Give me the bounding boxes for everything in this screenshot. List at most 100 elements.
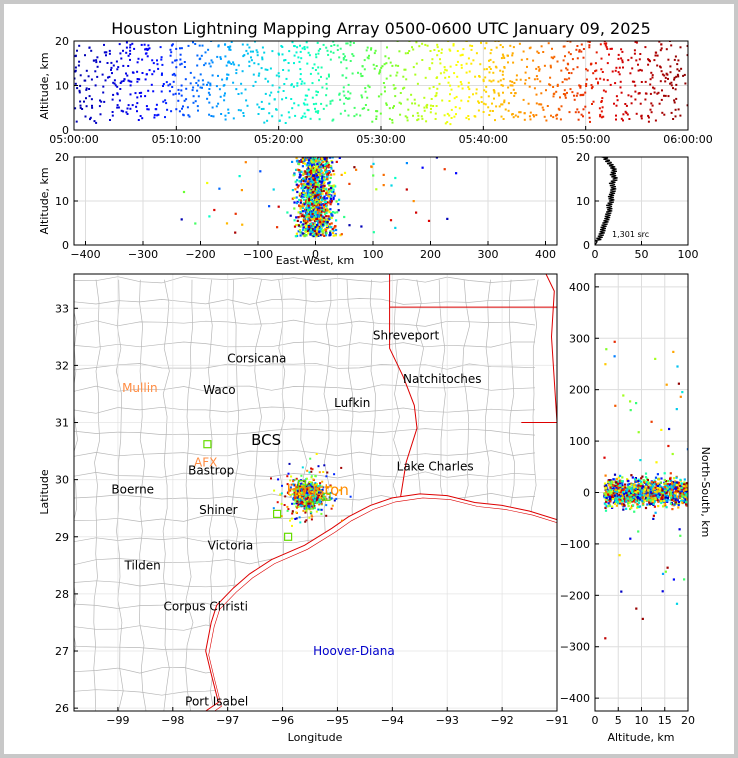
map-source-point [318, 490, 321, 493]
time-source-point [201, 79, 204, 82]
time-source-point [545, 119, 548, 122]
ns-source-point [657, 505, 660, 508]
time-source-point [99, 113, 102, 116]
ew-source-point [316, 226, 319, 229]
time-source-point [573, 98, 576, 101]
time-source-point [501, 103, 504, 106]
time-source-point [219, 57, 222, 60]
time-source-point [474, 75, 477, 78]
time-source-point [114, 84, 117, 87]
ew-source-point [298, 170, 301, 174]
ew-source-point [315, 233, 318, 236]
ew-source-point [309, 190, 312, 193]
map-source-point [280, 502, 283, 505]
ew-source-point [295, 223, 298, 227]
ns-source-point [656, 473, 659, 476]
time-source-point [552, 93, 555, 95]
time-source-point [679, 114, 682, 117]
ew-source-point [455, 172, 458, 175]
ew-source-point [302, 180, 305, 183]
ew-source-point [276, 226, 279, 229]
ns-source-point [660, 428, 663, 431]
ew-source-point [305, 216, 308, 219]
time-source-point [649, 83, 652, 86]
map-source-point [311, 491, 314, 493]
altitude-histogram-line [595, 157, 618, 245]
time-source-point [489, 109, 492, 112]
time-source-point [605, 46, 608, 49]
time-source-point [620, 117, 623, 120]
time-source-point [228, 61, 231, 64]
time-source-point [229, 45, 232, 48]
map-source-point [293, 488, 296, 490]
time-source-point [651, 76, 654, 79]
time-source-point [570, 72, 573, 75]
time-source-point [620, 57, 623, 60]
map-source-point [330, 485, 333, 488]
ew-source-point [317, 189, 320, 193]
time-source-point [600, 110, 603, 113]
ns-source-point [672, 495, 675, 498]
time-source-point [673, 78, 676, 81]
ew-source-point [343, 171, 347, 174]
time-source-point [288, 50, 291, 53]
time-tick-labels: 05:00:00 05:10:00 05:20:00 05:30:00 05:40:00… [49, 35, 712, 146]
ew-source-point [321, 164, 324, 167]
ew-source-point [310, 206, 313, 210]
ew-source-point [313, 233, 316, 236]
ew-source-point [329, 200, 332, 203]
time-source-point [241, 70, 244, 73]
time-source-point [116, 68, 119, 71]
map-source-point [313, 491, 316, 493]
ew-source-point [315, 190, 318, 193]
ns-source-point [667, 444, 670, 448]
time-source-point [428, 87, 431, 90]
ew-source-point [313, 192, 316, 195]
time-source-point [83, 100, 85, 103]
time-source-point [271, 115, 274, 118]
time-source-point [267, 80, 270, 83]
time-source-point [327, 53, 330, 56]
ew-source-point [331, 161, 334, 164]
ew-source-point [308, 219, 312, 222]
ns-source-point [681, 495, 684, 499]
map-source-point [310, 470, 313, 473]
time-source-point [431, 58, 434, 61]
time-source-point [520, 58, 523, 61]
ew-source-point [319, 220, 322, 223]
ns-source-point [623, 488, 627, 491]
ns-source-point [623, 495, 626, 498]
time-source-point [493, 90, 496, 92]
time-source-point [552, 57, 555, 60]
time-source-point [201, 44, 204, 47]
time-source-point [186, 106, 189, 109]
ew-source-point [329, 196, 332, 199]
time-source-point [391, 64, 394, 67]
time-source-point [590, 62, 593, 65]
ew-source-point [323, 184, 326, 187]
time-source-point [429, 111, 432, 114]
ew-source-point [311, 184, 314, 187]
time-source-point [497, 92, 500, 95]
time-source-point [654, 119, 657, 122]
ns-source-point [671, 452, 674, 456]
ns-source-point [603, 456, 606, 459]
time-source-point [625, 112, 628, 114]
time-source-point [604, 90, 607, 93]
time-source-point [162, 83, 165, 85]
time-source-point [439, 62, 442, 65]
time-source-point [452, 43, 455, 46]
map-source-point [310, 511, 313, 514]
map-source-point [323, 496, 326, 499]
time-source-point [568, 77, 571, 80]
map-source-point [299, 501, 302, 504]
map-source-point [319, 496, 322, 499]
time-source-point [136, 102, 139, 105]
time-source-point [613, 102, 615, 105]
time-source-point [535, 102, 538, 105]
time-source-point [577, 111, 580, 114]
ew-source-point [298, 163, 301, 166]
map-tick-label: 28 [55, 588, 69, 601]
ew-source-point [310, 197, 313, 200]
time-source-point [512, 61, 515, 64]
